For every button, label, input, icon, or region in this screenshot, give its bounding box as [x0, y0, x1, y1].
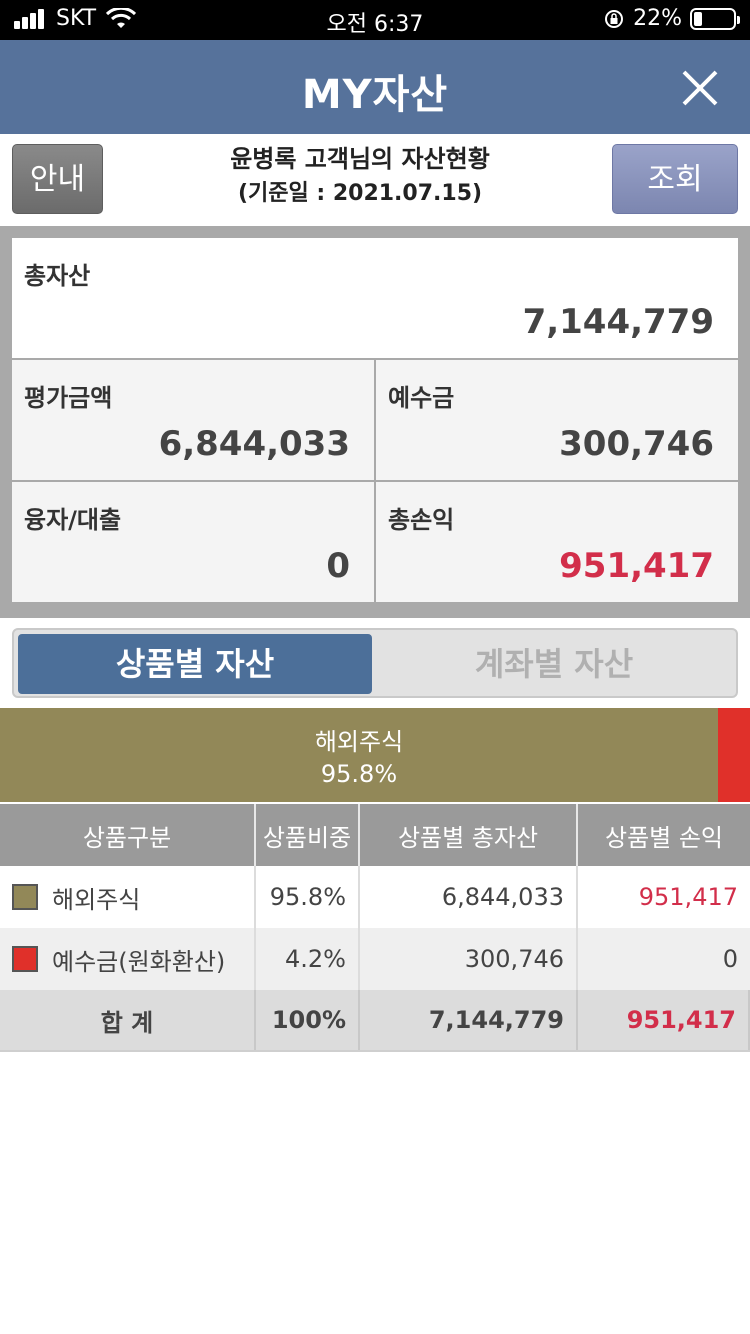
table-row: 해외주식 95.8% 6,844,033 951,417: [0, 866, 750, 928]
battery-icon: [690, 7, 740, 30]
deposit-cell: 예수금 300,746: [376, 360, 738, 480]
signal-icon: [14, 8, 46, 29]
guide-button[interactable]: 안내: [12, 144, 103, 214]
eval-amount-value: 6,844,033: [158, 424, 350, 464]
loan-value: 0: [326, 546, 350, 586]
asset-tabs: 상품별 자산 계좌별 자산: [12, 628, 738, 698]
profit-loss-value: 951,417: [559, 546, 714, 586]
legend-swatch-cash: [12, 946, 38, 972]
deposit-label: 예수금: [388, 384, 455, 412]
carrier-label: SKT: [56, 6, 97, 31]
cell-pl: 0: [722, 945, 738, 973]
status-bar: SKT 오전 6:37 22%: [0, 0, 750, 40]
allocation-bar: 해외주식 95.8%: [0, 708, 750, 802]
cell-total: 6,844,033: [360, 866, 578, 928]
total-weight: 100%: [256, 990, 360, 1050]
allocation-main-percent: 95.8%: [320, 760, 398, 788]
table-row: 예수금(원화환산) 4.2% 300,746 0: [0, 928, 750, 990]
deposit-value: 300,746: [559, 424, 714, 464]
customer-info: 윤병록 고객님의 자산현황 (기준일 : 2021.07.15): [110, 142, 610, 212]
col-header-pl: 상품별 손익: [604, 823, 724, 852]
rotation-lock-icon: [605, 9, 624, 28]
status-time: 오전 6:37: [326, 12, 424, 37]
eval-amount-cell: 평가금액 6,844,033: [12, 360, 374, 480]
allocation-cash-segment: [718, 708, 750, 802]
category-name: 예수금(원화환산): [52, 947, 226, 976]
battery-percent: 22%: [633, 6, 682, 31]
cell-category: 예수금(원화환산): [0, 928, 256, 990]
status-right: 22%: [603, 6, 740, 31]
legend-swatch-overseas: [12, 884, 38, 910]
total-asset-value: 7,144,779: [522, 302, 714, 342]
total-asset-cell: 총자산 7,144,779: [12, 238, 738, 358]
eval-amount-label: 평가금액: [24, 384, 113, 412]
category-name: 해외주식: [52, 885, 141, 914]
profit-loss-label: 총손익: [388, 506, 455, 534]
cell-weight: 4.2%: [256, 928, 360, 990]
profit-loss-cell: 총손익 951,417: [376, 482, 738, 602]
loan-label: 융자/대출: [24, 506, 122, 534]
total-amount: 7,144,779: [360, 990, 578, 1050]
wifi-icon: [106, 7, 137, 28]
customer-info-row: 안내 윤병록 고객님의 자산현황 (기준일 : 2021.07.15) 조회: [0, 134, 750, 226]
tab-product-assets[interactable]: 상품별 자산: [18, 634, 372, 694]
table-total-row: 합 계 100% 7,144,779 951,417: [0, 990, 750, 1052]
cell-weight: 95.8%: [256, 866, 360, 928]
base-date: (기준일 : 2021.07.15): [237, 181, 483, 206]
total-pl: 951,417: [578, 990, 750, 1050]
col-header-weight: 상품비중: [256, 804, 360, 866]
allocation-main-name: 해외주식: [314, 728, 404, 756]
customer-name: 윤병록 고객님의 자산현황: [230, 145, 490, 173]
close-icon[interactable]: [678, 66, 722, 110]
status-left: SKT: [14, 6, 137, 31]
cell-total: 300,746: [360, 928, 578, 990]
page-title: MY자산: [301, 72, 449, 118]
total-asset-label: 총자산: [24, 262, 91, 290]
battery-level: [694, 11, 702, 26]
total-label: 합 계: [0, 990, 256, 1050]
app-header: MY자산: [0, 40, 750, 134]
product-asset-table: 상품구분 상품비중 상품별 총자산 상품별 손익 해외주식 95.8% 6,84…: [0, 804, 750, 1052]
table-header: 상품구분 상품비중 상품별 총자산 상품별 손익: [0, 804, 750, 866]
search-button[interactable]: 조회: [612, 144, 738, 214]
cell-pl: 951,417: [638, 883, 738, 911]
col-header-total: 상품별 총자산: [360, 804, 578, 866]
cell-category: 해외주식: [0, 866, 256, 928]
loan-cell: 융자/대출 0: [12, 482, 374, 602]
asset-summary: 총자산 7,144,779 평가금액 6,844,033 예수금 300,746…: [0, 226, 750, 618]
col-header-category: 상품구분: [0, 804, 256, 866]
tab-account-assets[interactable]: 계좌별 자산: [474, 645, 634, 683]
